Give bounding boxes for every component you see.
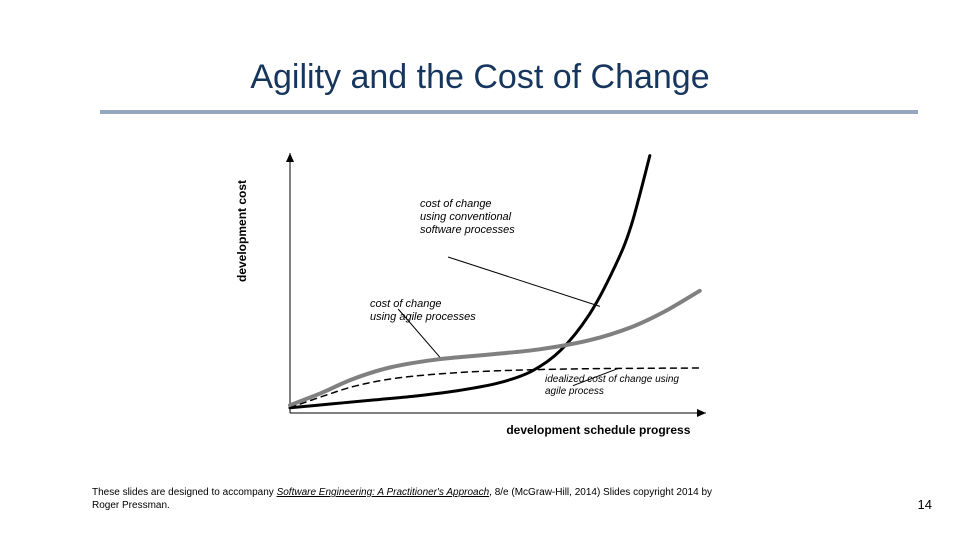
annotation-line: idealized cost of change using: [545, 374, 679, 386]
chart-svg: [258, 145, 723, 445]
annotation-conventional: cost of changeusing conventionalsoftware…: [420, 198, 515, 238]
page-number: 14: [918, 497, 932, 512]
slide-footer: These slides are designed to accompany S…: [92, 487, 732, 512]
annotation-line: using conventional: [420, 211, 515, 224]
title-divider: [100, 110, 918, 114]
annotation-line: using agile processes: [370, 311, 476, 324]
annotation-agile: cost of changeusing agile processes: [370, 298, 476, 324]
annotation-line: software processes: [420, 224, 515, 237]
annotation-line: cost of change: [370, 298, 476, 311]
y-axis-label: development cost: [235, 180, 249, 282]
annotation-line: agile process: [545, 386, 679, 398]
x-axis-label: development schedule progress: [506, 423, 690, 437]
slide-title-text: Agility and the Cost of Change: [250, 58, 709, 97]
footer-book-title: Software Engineering: A Practitioner's A…: [277, 487, 490, 498]
cost-of-change-chart: [258, 145, 723, 445]
annotation-line: cost of change: [420, 198, 515, 211]
annotation-idealized: idealized cost of change usingagile proc…: [545, 374, 679, 398]
footer-prefix: These slides are designed to accompany: [92, 487, 277, 498]
slide-title: Agility and the Cost of Change: [0, 58, 960, 97]
series-conventional: [290, 156, 650, 408]
